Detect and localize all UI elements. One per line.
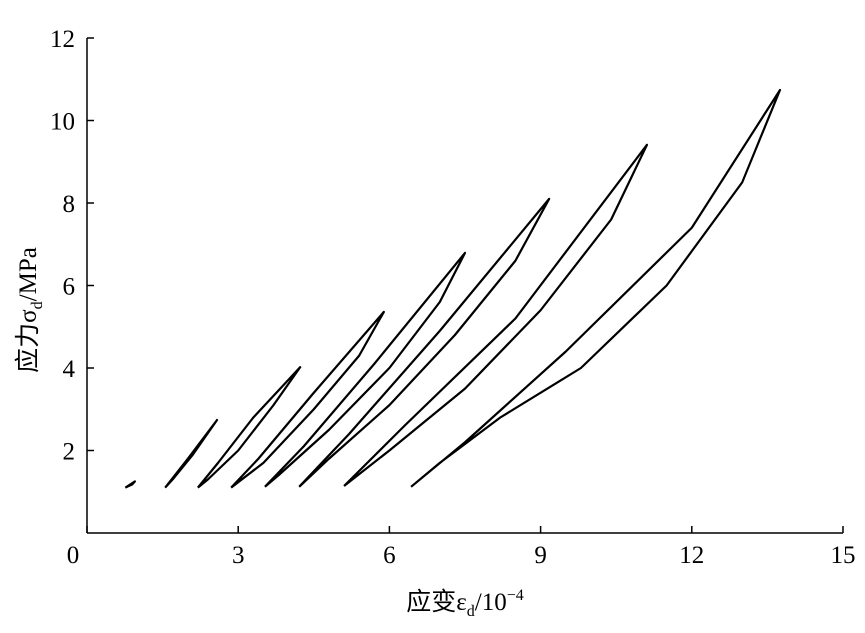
y-tick-label: 4	[63, 356, 76, 383]
x-label-sub: d	[467, 603, 475, 620]
loop-line	[298, 197, 551, 488]
y-axis-label: 应力σd/MPa	[14, 247, 46, 373]
loop-line	[230, 310, 385, 489]
x-tick-label: 0	[67, 542, 80, 569]
x-label-sup: −4	[507, 587, 524, 604]
y-tick-label: 8	[63, 191, 76, 218]
loop-line	[124, 480, 136, 489]
x-label-part: 应变ε	[406, 588, 467, 616]
y-tick-label: 12	[50, 26, 75, 53]
x-tick-label: 9	[534, 542, 547, 569]
x-axis-label: 应变εd/10−4	[406, 587, 523, 620]
x-tick-label: 15	[831, 542, 856, 569]
loop-line	[343, 143, 649, 487]
x-label-part: /10	[475, 589, 507, 616]
loop-line	[264, 251, 467, 488]
y-label-sub: d	[29, 301, 46, 309]
loop-line	[197, 366, 302, 489]
loop-line	[410, 88, 782, 488]
y-tick-label: 6	[63, 274, 76, 301]
x-tick-label: 12	[679, 542, 704, 569]
y-tick-label: 10	[50, 109, 75, 136]
y-label-part: /MPa	[15, 247, 42, 301]
x-tick-label: 6	[383, 542, 396, 569]
y-label-part: 应力σ	[14, 309, 42, 373]
x-tick-label: 3	[232, 542, 245, 569]
y-tick-label: 2	[63, 439, 76, 466]
loop-line	[164, 418, 219, 489]
